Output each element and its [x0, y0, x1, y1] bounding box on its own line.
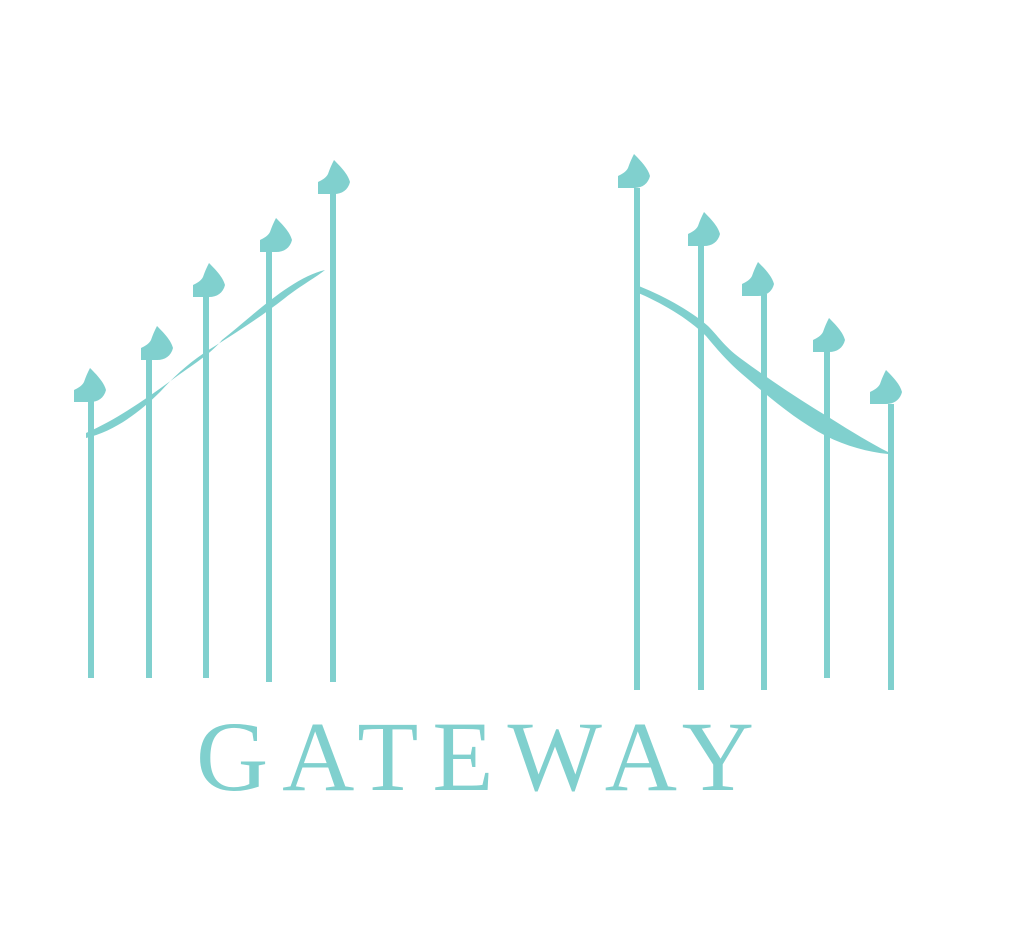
right-gate-rail	[636, 285, 888, 454]
finial-icon	[618, 154, 650, 188]
left-gate-rail	[86, 270, 325, 438]
left-gate	[74, 160, 350, 682]
finial-icon	[193, 263, 225, 297]
finial-icon	[260, 218, 292, 252]
finial-icon	[688, 212, 720, 246]
finial-icon	[141, 326, 173, 360]
finial-icon	[742, 262, 774, 296]
finial-icon	[870, 370, 902, 404]
finial-icon	[74, 368, 106, 402]
wordmark: GATEWAY	[196, 701, 768, 812]
finial-icon	[813, 318, 845, 352]
finial-icon	[318, 160, 350, 194]
right-gate	[618, 154, 902, 690]
